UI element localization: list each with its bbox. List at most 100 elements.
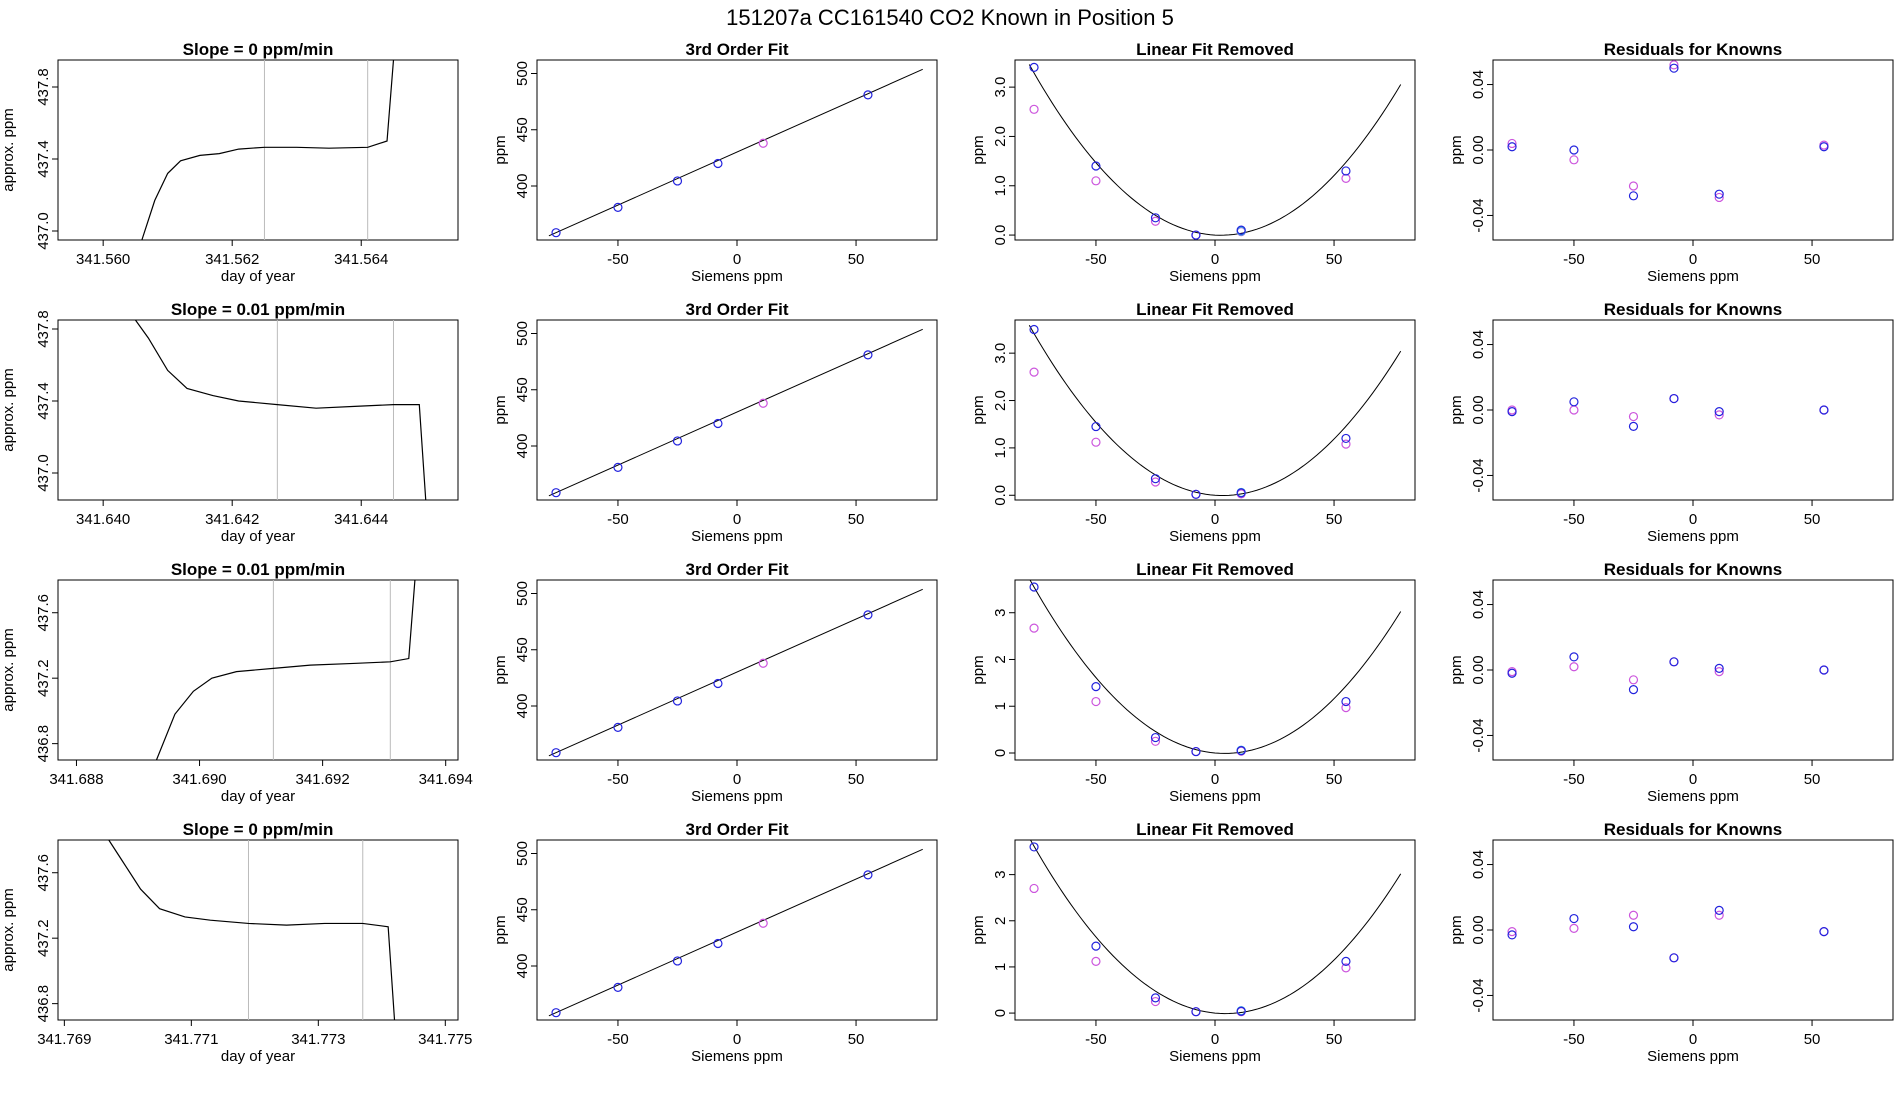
y-axis-label: ppm bbox=[492, 395, 509, 424]
plot-area bbox=[548, 848, 923, 1018]
y-tick-label: -0.04 bbox=[1470, 718, 1487, 752]
data-point-blue bbox=[1819, 927, 1829, 937]
data-point-blue bbox=[713, 938, 723, 949]
y-tick-label: 400 bbox=[514, 173, 531, 198]
x-axis-label: Siemens ppm bbox=[691, 528, 783, 545]
y-tick-label: 400 bbox=[514, 693, 531, 718]
y-tick-label: 0.04 bbox=[1470, 850, 1487, 879]
concentration-trace bbox=[141, 60, 395, 240]
plot-frame bbox=[1014, 579, 1416, 761]
y-tick-label: 3.0 bbox=[992, 343, 1009, 364]
panel-title: Residuals for Knowns bbox=[1604, 40, 1783, 59]
data-point-violet bbox=[1569, 923, 1579, 933]
fit-line bbox=[548, 68, 923, 237]
x-tick-label: 0 bbox=[733, 511, 741, 528]
y-tick-label: 0.04 bbox=[1470, 70, 1487, 99]
y-tick-label: 450 bbox=[514, 637, 531, 662]
data-point-blue bbox=[613, 462, 623, 472]
y-tick-label: 450 bbox=[514, 117, 531, 142]
y-tick-label: 437.6 bbox=[35, 854, 52, 892]
data-point-violet bbox=[1341, 963, 1351, 973]
x-tick-label: 0 bbox=[1689, 1031, 1697, 1048]
data-point-blue bbox=[1091, 161, 1101, 171]
panel-title: Linear Fit Removed bbox=[1136, 820, 1294, 839]
data-point-blue bbox=[1569, 145, 1579, 155]
data-point-blue bbox=[1569, 397, 1579, 407]
x-tick-label: 50 bbox=[1326, 1031, 1343, 1048]
data-point-blue bbox=[1628, 685, 1639, 695]
panel-title: Slope = 0.01 ppm/min bbox=[171, 560, 345, 579]
data-point-violet bbox=[1628, 411, 1639, 422]
data-point-violet bbox=[1091, 176, 1101, 186]
data-point-blue bbox=[1236, 746, 1246, 756]
x-tick-label: 0 bbox=[1211, 251, 1219, 268]
y-tick-label: 0 bbox=[992, 1009, 1009, 1017]
data-point-blue bbox=[1029, 842, 1039, 852]
data-point-violet bbox=[1507, 927, 1517, 937]
x-tick-label: 341.773 bbox=[291, 1031, 345, 1048]
y-axis-label: approx. ppm bbox=[0, 628, 17, 711]
y-tick-label: 0.00 bbox=[1470, 915, 1487, 944]
panel-time_series-4: Slope = 0 ppm/min 341.769 341.771 341.773 34… bbox=[0, 820, 472, 1065]
x-axis-label: day of year bbox=[221, 1048, 295, 1065]
data-point-blue bbox=[672, 956, 683, 966]
data-point-blue bbox=[1669, 63, 1679, 73]
y-axis-label: ppm bbox=[1448, 915, 1465, 944]
x-tick-label: -50 bbox=[1085, 771, 1107, 788]
y-tick-label: 1.0 bbox=[992, 437, 1009, 458]
x-axis-label: day of year bbox=[221, 788, 295, 805]
data-point-blue bbox=[1341, 696, 1351, 707]
panel-title: Linear Fit Removed bbox=[1136, 560, 1294, 579]
data-point-blue bbox=[1507, 407, 1517, 417]
data-point-blue bbox=[1819, 405, 1829, 415]
data-point-blue bbox=[1628, 421, 1639, 431]
y-tick-label: 0.0 bbox=[992, 485, 1009, 506]
data-point-violet bbox=[1628, 910, 1639, 920]
data-point-blue bbox=[1029, 582, 1039, 592]
data-point-violet bbox=[1029, 367, 1039, 377]
panel-title: Residuals for Knowns bbox=[1604, 820, 1783, 839]
data-point-blue bbox=[1150, 213, 1161, 223]
data-point-blue bbox=[713, 418, 723, 429]
x-tick-label: -50 bbox=[1563, 771, 1585, 788]
data-point-violet bbox=[1669, 60, 1679, 70]
x-axis-label: Siemens ppm bbox=[1169, 1048, 1261, 1065]
data-point-blue bbox=[1191, 1007, 1201, 1017]
fit-curve bbox=[1028, 325, 1402, 497]
plot-frame bbox=[1492, 839, 1894, 1021]
data-point-blue bbox=[1236, 1006, 1246, 1016]
data-point-blue bbox=[672, 696, 683, 706]
y-tick-label: 436.8 bbox=[35, 725, 52, 763]
y-tick-label: 2.0 bbox=[992, 126, 1009, 147]
x-tick-label: -50 bbox=[607, 1031, 629, 1048]
data-point-blue bbox=[1714, 189, 1724, 199]
x-tick-label: 341.564 bbox=[334, 251, 388, 268]
data-point-violet bbox=[1029, 104, 1039, 114]
panel-title: 3rd Order Fit bbox=[686, 820, 789, 839]
y-tick-label: 2 bbox=[992, 917, 1009, 925]
x-axis-label: Siemens ppm bbox=[1169, 268, 1261, 285]
panel-title: Slope = 0 ppm/min bbox=[183, 40, 334, 59]
y-tick-label: 437.0 bbox=[35, 212, 52, 250]
x-axis-label: Siemens ppm bbox=[691, 268, 783, 285]
data-point-blue bbox=[713, 158, 723, 169]
data-point-violet bbox=[1714, 667, 1724, 677]
x-axis-label: Siemens ppm bbox=[691, 1048, 783, 1065]
x-tick-label: 50 bbox=[1326, 251, 1343, 268]
data-point-blue bbox=[1628, 191, 1639, 201]
data-point-violet bbox=[1341, 703, 1351, 713]
x-axis-label: Siemens ppm bbox=[1169, 528, 1261, 545]
plot-frame bbox=[536, 579, 938, 761]
y-tick-label: 1 bbox=[992, 702, 1009, 710]
x-axis-label: Siemens ppm bbox=[1169, 788, 1261, 805]
fit-curve bbox=[1028, 64, 1402, 236]
panel-time_series-3: Slope = 0.01 ppm/min 341.688 341.690 341.69… bbox=[0, 560, 473, 805]
panel-title: 3rd Order Fit bbox=[686, 40, 789, 59]
panel-title: Slope = 0.01 ppm/min bbox=[171, 300, 345, 319]
data-point-blue bbox=[1191, 746, 1201, 757]
data-point-blue bbox=[613, 722, 623, 732]
fit-curve bbox=[1029, 580, 1402, 754]
data-point-violet bbox=[758, 918, 768, 928]
